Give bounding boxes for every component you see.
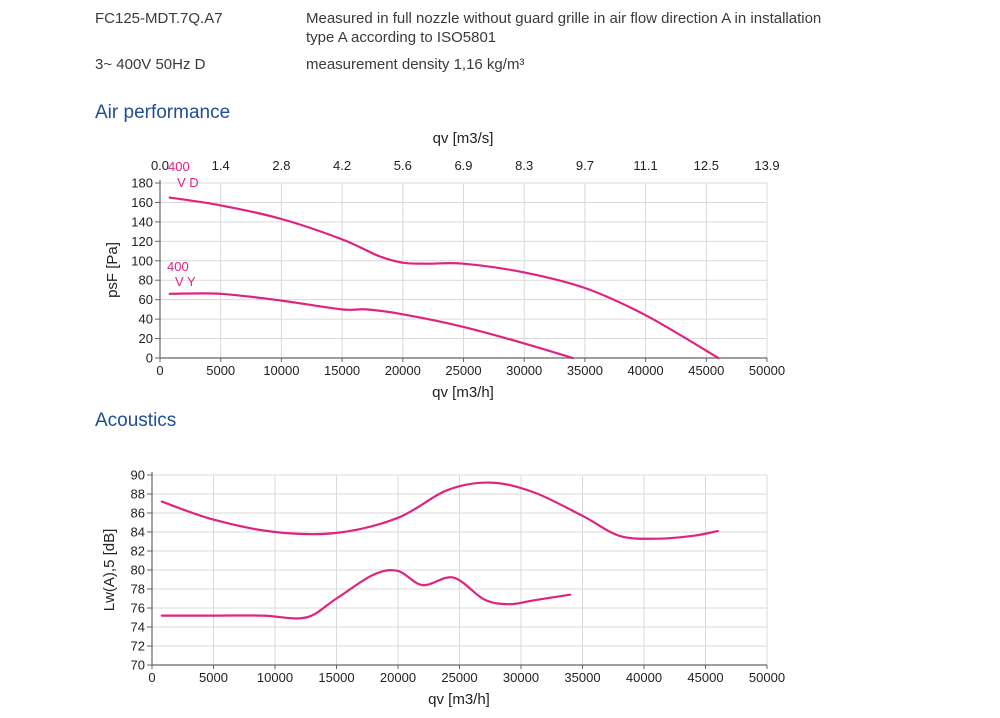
air-y-tick-label: 0 (146, 351, 153, 366)
air-x2-tick-label: 8.3 (515, 158, 533, 173)
air-grid (160, 182, 768, 358)
air-series (168, 196, 720, 360)
air-y-tick-label: 100 (131, 253, 153, 268)
air-x-tick-label: 15000 (324, 363, 360, 378)
acoustics-y-tick-label: 90 (131, 468, 145, 483)
curve-label-vd: 400 V D (168, 159, 199, 190)
air-x-tick-label: 0 (156, 363, 163, 378)
air-curve-1 (168, 196, 720, 360)
air-y-tick-label: 180 (131, 176, 153, 191)
acoustics-x-tick-label: 0 (148, 670, 155, 685)
air-ticks: 0 5000 10000 15000 20000 25000 30000 35000 40000… (131, 158, 785, 378)
acoustics-title: Acoustics (95, 410, 177, 431)
air-y-tick-label: 60 (139, 292, 153, 307)
air-y-tick-label: 80 (139, 273, 153, 288)
acoustics-y-tick-label: 72 (131, 639, 145, 654)
air-x-tick-label: 40000 (628, 363, 664, 378)
air-x-tick-label: 30000 (506, 363, 542, 378)
acoustics-x-tick-label: 10000 (257, 670, 293, 685)
acoustics-y-tick-label: 86 (131, 506, 145, 521)
air-x2-tick-label: 4.2 (333, 158, 351, 173)
air-x2-tick-label: 9.7 (576, 158, 594, 173)
air-x-axis-title: qv [m3/h] (432, 384, 494, 401)
supply-voltage: 3~ 400V 50Hz D (95, 56, 206, 73)
air-x-tick-label: 25000 (445, 363, 481, 378)
model-name: FC125-MDT.7Q.A7 (95, 10, 223, 27)
acoustics-x-tick-label: 15000 (318, 670, 354, 685)
air-performance-title: Air performance (95, 102, 231, 123)
air-x2-tick-label: 13.9 (754, 158, 779, 173)
acoustics-y-tick-label: 88 (131, 487, 145, 502)
acoustics-curve-2 (160, 569, 572, 620)
measurement-description-line1: Measured in full nozzle without guard gr… (306, 10, 822, 27)
acoustics-x-tick-label: 20000 (380, 670, 416, 685)
acoustics-y-tick-label: 78 (131, 582, 145, 597)
acoustics-curve-1 (160, 481, 719, 540)
acoustics-x-tick-label: 45000 (687, 670, 723, 685)
acoustics-ticks: 0 5000 10000 15000 20000 25000 30000 35000 40000… (131, 468, 786, 686)
air-x2-tick-label: 12.5 (694, 158, 719, 173)
air-x-tick-label: 45000 (688, 363, 724, 378)
air-x-tick-label: 50000 (749, 363, 785, 378)
curve-label-vy-line1: 400 (167, 259, 189, 274)
acoustics-y-tick-label: 84 (131, 525, 145, 540)
air-x-tick-label: 20000 (385, 363, 421, 378)
acoustics-x-tick-label: 5000 (199, 670, 228, 685)
air-curve-2 (168, 292, 574, 360)
air-y-tick-label: 20 (139, 331, 153, 346)
air-y-tick-label: 40 (139, 312, 153, 327)
air-y-tick-label: 140 (131, 214, 153, 229)
air-y-tick-label: 120 (131, 234, 153, 249)
air-x-tick-label: 10000 (263, 363, 299, 378)
acoustics-series (160, 481, 719, 620)
air-x2-tick-label: 11.1 (633, 158, 657, 173)
acoustics-y-tick-label: 70 (131, 658, 145, 673)
air-y-tick-label: 160 (131, 195, 153, 210)
curve-label-vd-line2: V D (177, 175, 199, 190)
curve-label-vd-line1: 400 (168, 159, 190, 174)
curve-label-vy: 400 V Y (167, 259, 196, 289)
acoustics-y-tick-label: 80 (131, 563, 145, 578)
acoustics-y-tick-label: 76 (131, 601, 145, 616)
air-top-axis-title: qv [m3/s] (433, 130, 494, 147)
acoustics-x-tick-label: 25000 (441, 670, 477, 685)
acoustics-x-tick-label: 30000 (503, 670, 539, 685)
air-x2-tick-label: 5.6 (394, 158, 412, 173)
acoustics-y-tick-label: 82 (131, 544, 145, 559)
air-x2-tick-label: 2.8 (272, 158, 290, 173)
acoustics-y-axis-title: Lw(A),5 [dB] (101, 529, 118, 612)
acoustics-x-tick-label: 50000 (749, 670, 785, 685)
air-y-axis-title: psF [Pa] (104, 242, 121, 298)
air-x-tick-label: 5000 (206, 363, 235, 378)
acoustics-grid (152, 474, 768, 665)
acoustics-x-axis-title: qv [m3/h] (428, 691, 490, 708)
acoustics-x-tick-label: 40000 (626, 670, 662, 685)
curve-label-vy-line2: V Y (175, 274, 196, 289)
air-x2-tick-label: 1.4 (212, 158, 230, 173)
air-x2-tick-label: 0.0 (151, 158, 169, 173)
measurement-density: measurement density 1,16 kg/m³ (306, 56, 525, 73)
air-x2-tick-label: 6.9 (454, 158, 472, 173)
acoustics-x-tick-label: 35000 (564, 670, 600, 685)
air-x-tick-label: 35000 (567, 363, 603, 378)
measurement-description-line2: type A according to ISO5801 (306, 29, 497, 46)
acoustics-y-tick-label: 74 (131, 620, 145, 635)
